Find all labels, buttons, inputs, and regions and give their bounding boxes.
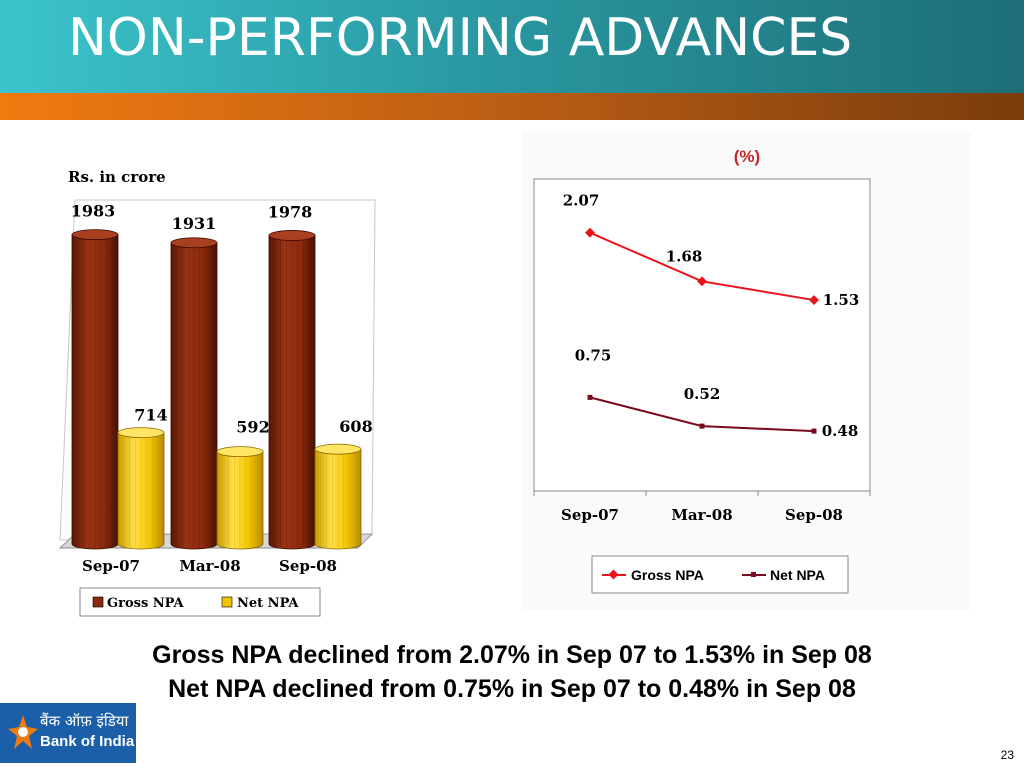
line-chart-x-ticks [533,491,871,496]
line-gross-label-mar-08: 1.68 [666,247,703,265]
line-chart-legend: Gross NPA Net NPA [591,555,849,594]
bar-chart-tick-sep-07: Sep-07 [82,557,140,575]
line-chart-title: (%) [734,147,760,166]
bar-chart-unit-label: Rs. in crore [68,168,166,186]
bar-gross-sep-07-cap [71,229,119,241]
line-chart-tick-sep-08: Sep-08 [785,506,843,524]
bar-net-label-sep-07: 714 [134,406,167,425]
summary-gross-npa: Gross NPA declined from 2.07% in Sep 07 … [152,641,872,669]
bank-of-india-logo: बैंक ऑफ़ इंडिया Bank of India [0,703,136,763]
bar-legend-gross-swatch [92,596,104,608]
bar-net-label-mar-08: 592 [236,418,269,437]
line-gross-marker-sep-08 [809,295,819,306]
bar-gross-label-sep-07: 1983 [71,202,116,221]
bar-chart-bars [71,229,362,550]
line-legend-net-label: Net NPA [770,567,825,583]
bar-chart-data-labels: 1983 1931 1978 714 592 608 [71,202,373,437]
summary-net-npa: Net NPA declined from 0.75% in Sep 07 to… [168,675,856,703]
bar-chart-tick-mar-08: Mar-08 [179,557,240,575]
bar-net-sep-07-cap [117,427,165,439]
bar-net-sep-08-cap [314,443,362,455]
line-chart-tick-mar-08: Mar-08 [671,506,732,524]
bar-gross-sep-08-cap [268,230,316,241]
star-icon [8,715,38,749]
bar-gross-label-mar-08: 1931 [172,214,217,233]
line-net-marker-mar-08 [699,423,705,429]
line-chart-data-labels: 2.07 1.68 1.53 0.75 0.52 0.48 [563,192,860,440]
logo-hindi-text: बैंक ऑफ़ इंडिया [40,712,129,730]
bar-legend-gross-label: Gross NPA [107,596,184,611]
line-chart-tick-sep-07: Sep-07 [561,506,619,524]
bar-gross-mar-08-cap [170,237,218,249]
title-bar: NON-PERFORMING ADVANCES [0,0,1024,93]
accent-bar [0,93,1024,120]
bar-legend-net-swatch [221,596,233,608]
line-net-label-mar-08: 0.52 [684,385,721,403]
line-gross-marker-sep-07 [585,227,595,238]
bar-chart-tick-sep-08: Sep-08 [279,557,337,575]
bar-legend-box [79,587,321,617]
line-gross-marker-mar-08 [697,276,707,287]
line-chart-series [585,227,819,434]
line-chart-tick-labels: Sep-07 Mar-08 Sep-08 [561,506,843,524]
line-gross-label-sep-08: 1.53 [823,291,860,309]
npa-percent-line-chart: (%) 2.07 1.68 1.53 0.75 0.52 0.48 Sep-07 Mar-0… [533,147,871,594]
line-legend-box [591,555,849,594]
slide-title: NON-PERFORMING ADVANCES [68,8,853,68]
bar-gross-label-sep-08: 1978 [268,202,313,221]
page-number: 23 [1000,748,1014,762]
line-net-marker-sep-08 [811,428,817,434]
line-net-label-sep-07: 0.75 [575,346,612,364]
bar-legend-net-label: Net NPA [237,596,299,611]
npa-percent-panel: (%) 2.07 1.68 1.53 0.75 0.52 0.48 Sep-07 Mar-0… [522,131,971,610]
bar-chart-tick-labels: Sep-07 Mar-08 Sep-08 [82,557,337,575]
npa-amount-bar-chart: Rs. in crore 1983 1931 1978 714 592 608 Sep-0… [58,168,376,617]
line-legend-gross-label: Gross NPA [631,567,704,583]
bar-chart-legend: Gross NPA Net NPA [79,587,321,617]
logo-english-text: Bank of India [40,733,135,750]
bar-net-label-sep-08: 608 [339,417,372,436]
line-legend-gross-marker [608,569,619,580]
line-net-label-sep-08: 0.48 [822,422,859,440]
line-gross-label-sep-07: 2.07 [563,192,600,210]
line-plot-area [533,178,871,492]
line-legend-net-marker [751,572,756,577]
line-net-marker-sep-07 [587,394,593,400]
bar-net-mar-08-cap [216,446,264,458]
